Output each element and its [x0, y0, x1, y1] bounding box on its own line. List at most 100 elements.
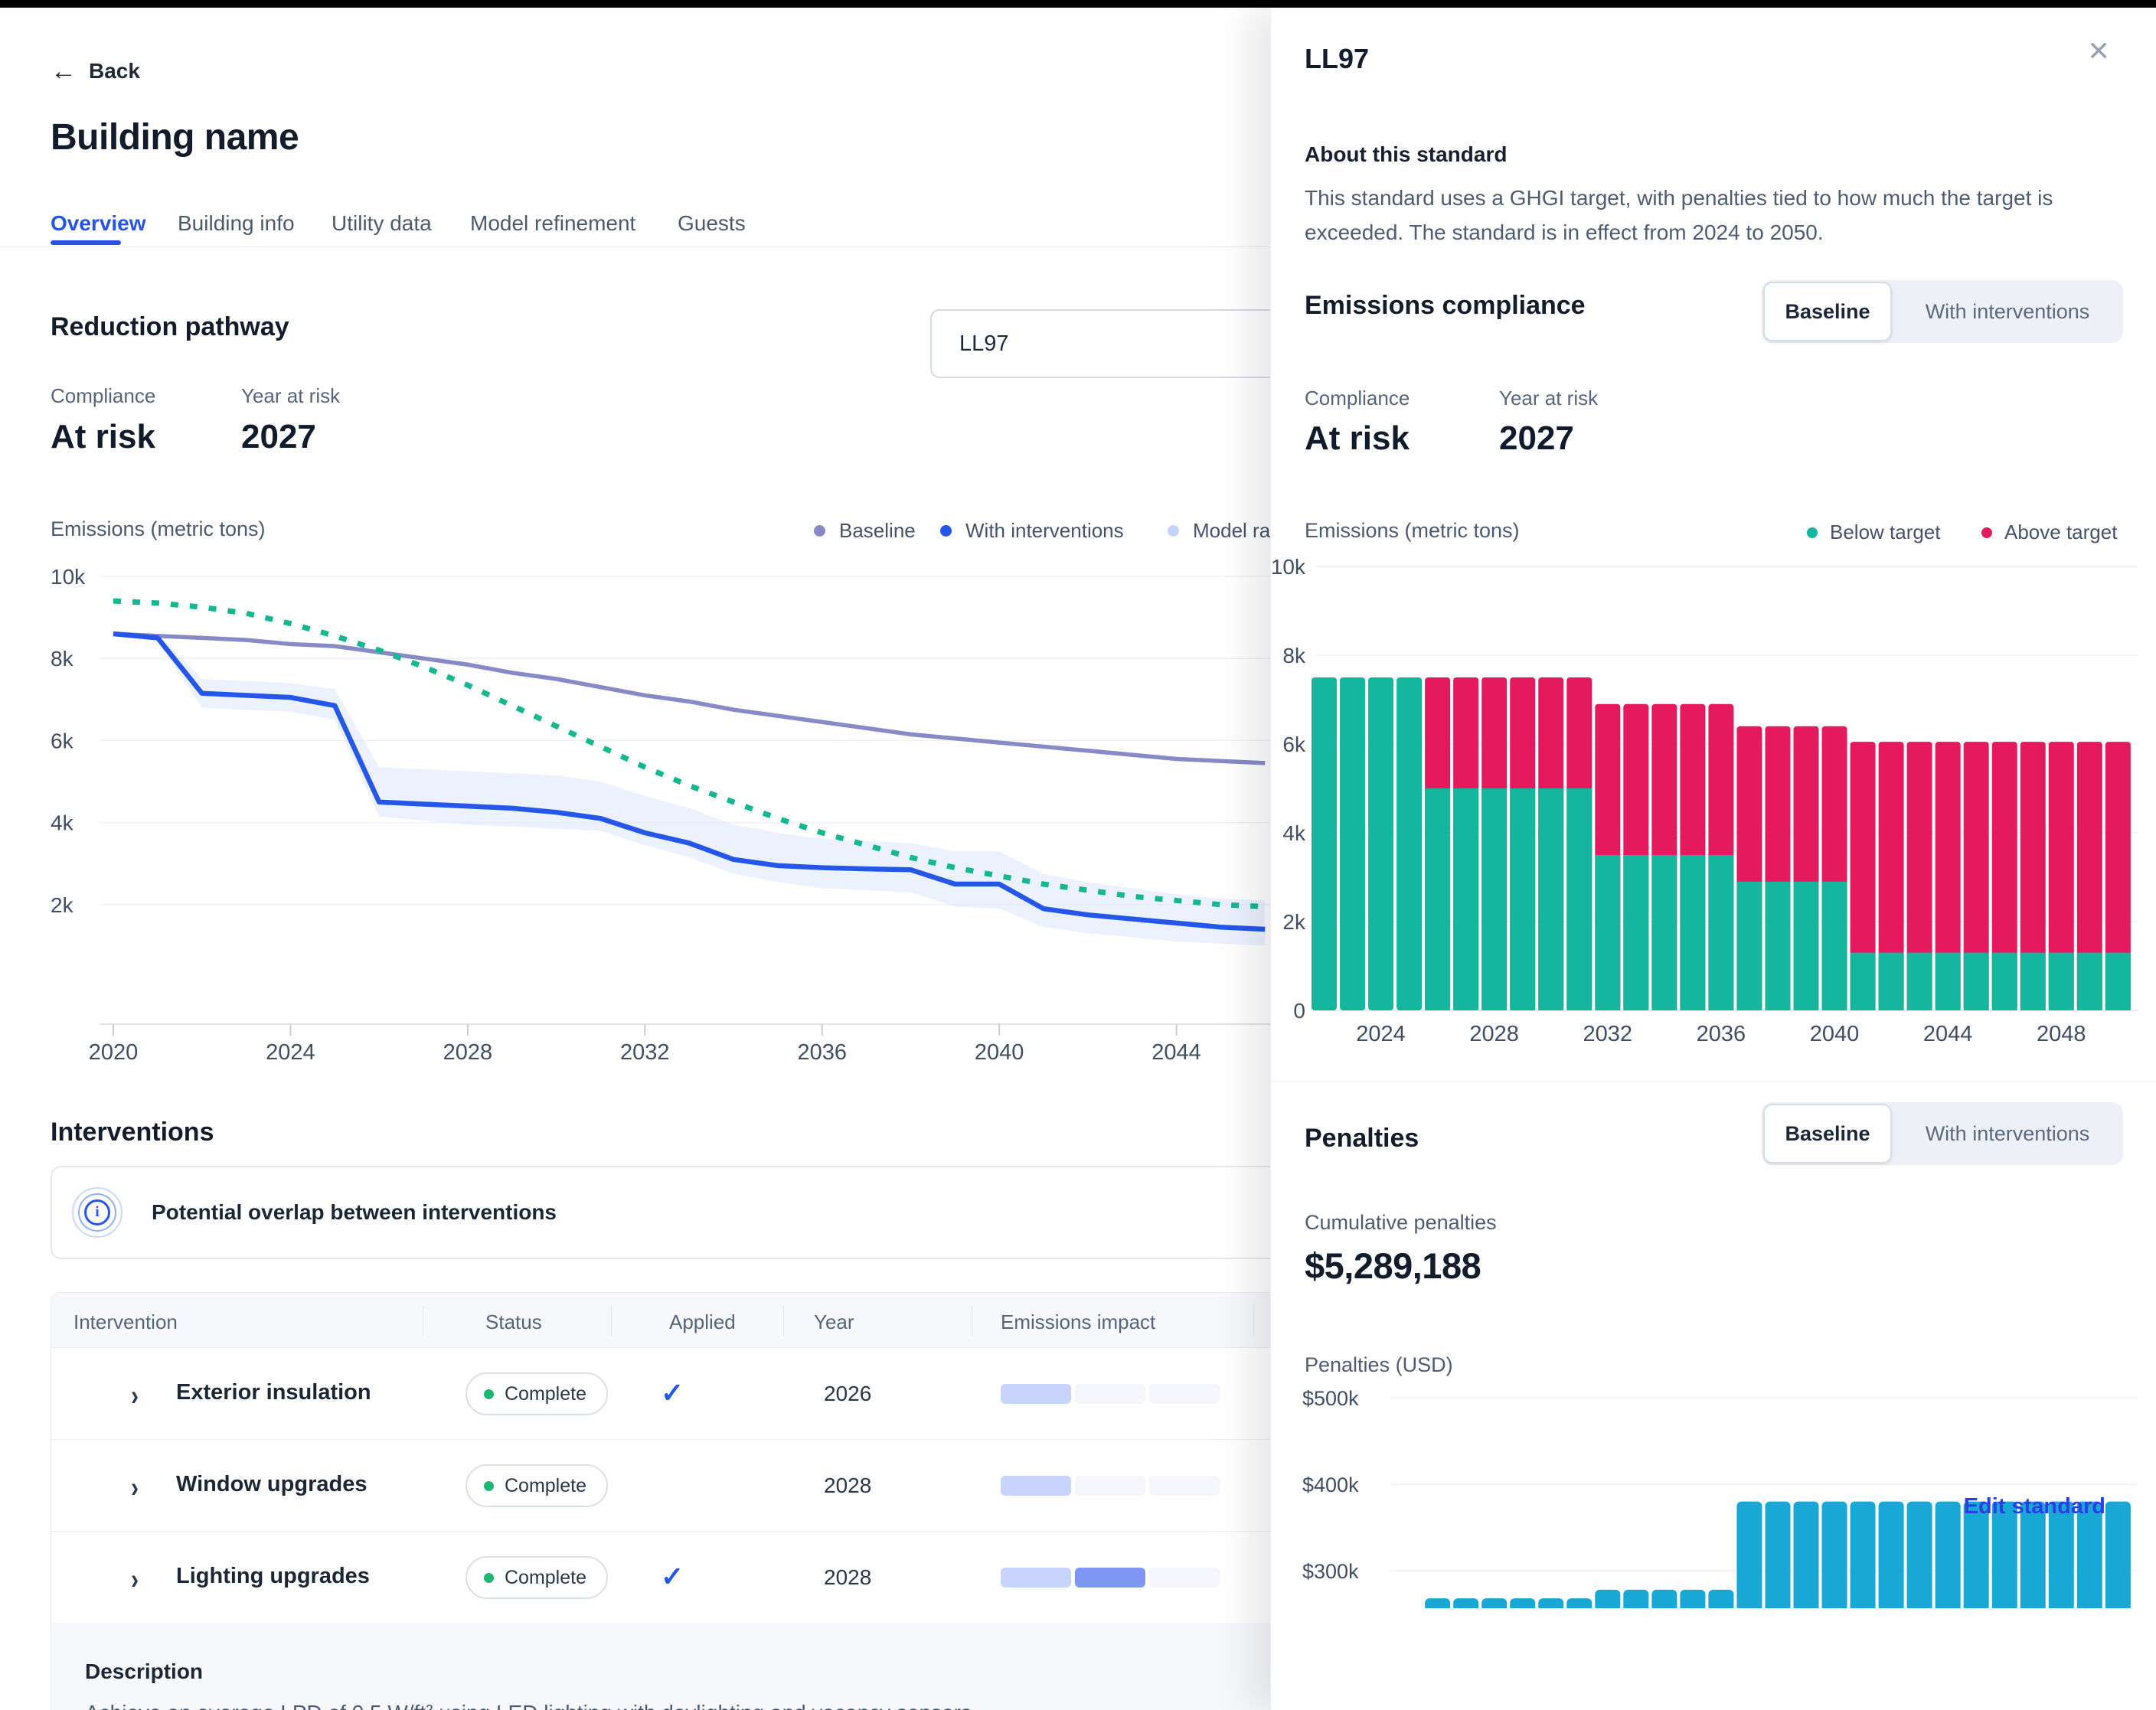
svg-text:$300k: $300k: [1302, 1560, 1359, 1583]
penalties-axis-label: Penalties (USD): [1305, 1353, 1453, 1376]
interventions-table: Intervention Status Applied Year Emissio…: [51, 1292, 1363, 1624]
back-label: Back: [89, 59, 140, 83]
status-badge: Complete: [466, 1464, 608, 1507]
panel-emissions-axis-label: Emissions (metric tons): [1305, 519, 1520, 542]
window-top-bar: [0, 0, 2156, 8]
penalties-toggle-baseline[interactable]: Baseline: [1763, 1104, 1892, 1163]
below-target-dot-icon: [1807, 527, 1818, 538]
col-intervention: Intervention: [74, 1310, 178, 1333]
intervention-name: Lighting upgrades: [176, 1564, 370, 1588]
edit-standard-link[interactable]: Edit standard: [1963, 1494, 2105, 1519]
table-row[interactable]: › Lighting upgrades Complete ✓ 2028: [51, 1532, 1362, 1624]
penalties-chart-clip: $500k $400k $300k: [1272, 1385, 2145, 1608]
svg-text:2036: 2036: [1697, 1022, 1746, 1046]
svg-text:$500k: $500k: [1302, 1387, 1359, 1410]
tab-utility-data[interactable]: Utility data: [332, 211, 432, 235]
chevron-right-icon[interactable]: ›: [131, 1471, 139, 1503]
interventions-heading: Interventions: [51, 1118, 214, 1147]
status-dot-icon: [484, 1480, 494, 1491]
svg-text:0: 0: [1293, 999, 1305, 1023]
legend-below-target: Below target: [1807, 521, 1941, 544]
chevron-right-icon[interactable]: ›: [131, 1563, 139, 1595]
compliance-value: At risk: [51, 418, 155, 455]
svg-text:2044: 2044: [1152, 1040, 1201, 1065]
penalties-chart: $500k $400k $300k: [1302, 1387, 2137, 1608]
table-row[interactable]: › Exterior insulation Complete ✓ 2026: [51, 1348, 1362, 1440]
year-at-risk-label: Year at risk: [241, 384, 341, 407]
intervention-year: 2028: [824, 1565, 872, 1589]
overlap-banner-text: Potential overlap between interventions: [152, 1200, 557, 1224]
emissions-axis-label: Emissions (metric tons): [51, 517, 266, 540]
above-target-dot-icon: [1981, 527, 1992, 538]
compliance-toggle-with-interventions[interactable]: With interventions: [1925, 299, 2090, 323]
svg-text:8k: 8k: [1282, 644, 1306, 667]
chevron-right-icon[interactable]: ›: [131, 1379, 139, 1411]
applied-check-icon: ✓: [661, 1377, 684, 1408]
col-year: Year: [814, 1310, 854, 1333]
tab-overview[interactable]: Overview: [51, 211, 146, 235]
legend-with-interventions: With interventions: [940, 519, 1124, 543]
legend-baseline: Baseline: [814, 519, 916, 543]
svg-text:4k: 4k: [51, 811, 74, 835]
about-standard-heading: About this standard: [1305, 142, 1508, 166]
svg-text:2036: 2036: [797, 1040, 847, 1065]
tabs-divider: [0, 246, 2156, 247]
panel-divider: [1271, 1081, 2156, 1082]
tab-guests[interactable]: Guests: [678, 211, 746, 235]
svg-text:6k: 6k: [51, 729, 74, 752]
panel-compliance-label: Compliance: [1305, 387, 1410, 410]
panel-compliance-value: At risk: [1305, 419, 1410, 457]
compliance-toggle-baseline[interactable]: Baseline: [1763, 282, 1892, 341]
reduction-pathway-chart: 10k 8k 6k 4k 2k 2020 2024 2028 2032 2036 2040 2044: [51, 565, 1271, 1065]
svg-text:2k: 2k: [1282, 910, 1306, 934]
status-dot-icon: [484, 1389, 494, 1399]
standard-side-panel: ✕ LL97 About this standard This standard…: [1270, 8, 2156, 1710]
back-arrow-icon: ←: [51, 57, 77, 86]
cumulative-penalties-label: Cumulative penalties: [1305, 1211, 1497, 1234]
penalties-heading: Penalties: [1305, 1124, 1419, 1153]
emissions-compliance-heading: Emissions compliance: [1305, 291, 1586, 320]
tab-model-refinement[interactable]: Model refinement: [470, 211, 636, 235]
svg-text:2044: 2044: [1923, 1022, 1973, 1046]
model-range-dot-icon: [1168, 525, 1179, 537]
intervention-name: Exterior insulation: [176, 1380, 371, 1405]
cumulative-penalties-value: $5,289,188: [1305, 1245, 1481, 1286]
svg-text:2032: 2032: [1583, 1022, 1633, 1046]
baseline-dot-icon: [814, 525, 825, 537]
svg-text:8k: 8k: [51, 647, 74, 671]
back-link[interactable]: ← Back: [51, 58, 140, 84]
svg-text:10k: 10k: [51, 565, 86, 589]
overlap-banner: i Potential overlap between intervention…: [51, 1166, 1363, 1259]
emissions-impact-bar: [1001, 1384, 1220, 1404]
panel-year-at-risk-label: Year at risk: [1499, 387, 1599, 410]
svg-text:2020: 2020: [89, 1040, 139, 1065]
table-row[interactable]: › Window upgrades Complete 2028: [51, 1440, 1362, 1532]
close-icon[interactable]: ✕: [2087, 35, 2111, 67]
svg-text:2028: 2028: [443, 1040, 493, 1065]
svg-text:$400k: $400k: [1302, 1473, 1359, 1496]
status-badge: Complete: [466, 1372, 608, 1415]
year-at-risk-value: 2027: [241, 418, 316, 455]
svg-text:2040: 2040: [975, 1040, 1024, 1065]
info-icon: i: [72, 1187, 122, 1238]
panel-title: LL97: [1305, 43, 1370, 74]
table-header: Intervention Status Applied Year Emissio…: [51, 1293, 1362, 1348]
penalties-toggle: Baseline With interventions: [1762, 1102, 2123, 1165]
emissions-impact-bar: [1001, 1476, 1220, 1496]
intervention-year: 2026: [824, 1382, 872, 1405]
emissions-compliance-chart: 0 2k 4k 6k 8k 10k 2024 2028 2032 2036 2040 2044 2048: [1272, 559, 2138, 1046]
emissions-impact-bar: [1001, 1568, 1220, 1588]
applied-check-icon: ✓: [661, 1561, 684, 1592]
active-tab-underline: [51, 240, 121, 245]
svg-text:4k: 4k: [1282, 821, 1306, 845]
intervention-year: 2028: [824, 1473, 872, 1497]
with-interventions-dot-icon: [940, 525, 952, 537]
panel-year-at-risk-value: 2027: [1499, 419, 1574, 457]
tab-building-info[interactable]: Building info: [178, 211, 295, 235]
description-text: Achieve an average LPD of 0.5 W/ft² usin…: [85, 1701, 978, 1710]
reduction-pathway-heading: Reduction pathway: [51, 312, 289, 341]
standard-select-value: LL97: [959, 331, 1009, 356]
intervention-name: Window upgrades: [176, 1472, 368, 1496]
penalties-toggle-with-interventions[interactable]: With interventions: [1925, 1121, 2090, 1145]
